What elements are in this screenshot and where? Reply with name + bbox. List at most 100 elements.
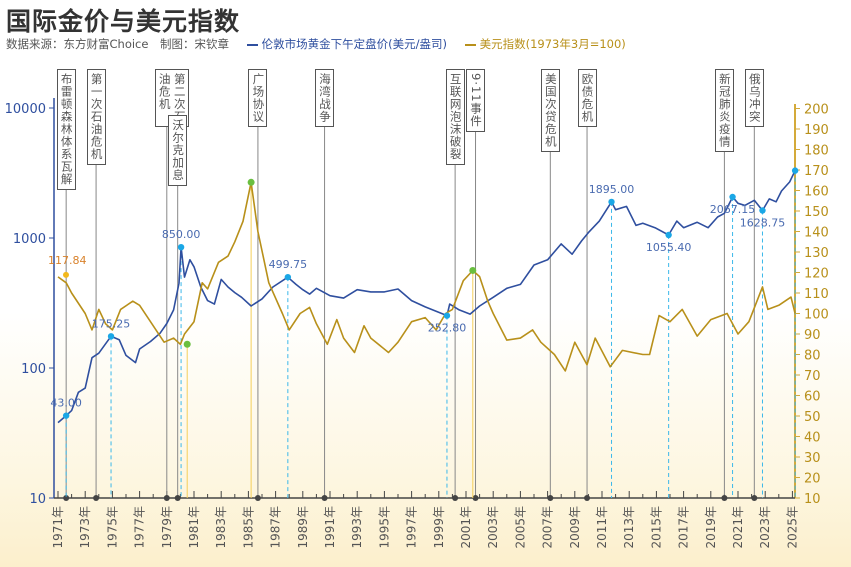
legend-dollar-label: 美元指数(1973年3月=100) — [479, 37, 626, 51]
gold-annotation-point — [608, 198, 615, 206]
event-dot — [174, 495, 181, 501]
left-tick-label: 100 — [21, 362, 46, 377]
right-tick-label: 180 — [804, 144, 829, 159]
gold-annotation-point — [729, 193, 736, 201]
dollar-marker-point — [469, 266, 477, 274]
x-tick-label: 1975年 — [105, 506, 119, 549]
dollar-start-label: 117.84 — [48, 254, 87, 267]
event-label: 俄乌冲突 — [744, 69, 764, 127]
x-tick-label: 1985年 — [241, 506, 255, 549]
event-dot — [63, 495, 70, 501]
x-tick-label: 1993年 — [350, 506, 364, 549]
x-tick-label: 1979年 — [160, 506, 174, 549]
x-tick-label: 2025年 — [785, 506, 799, 549]
right-tick-label: 50 — [804, 410, 821, 425]
x-tick-label: 1997年 — [405, 506, 419, 549]
x-tick-label: 1995年 — [377, 506, 391, 549]
event-label: 新冠肺炎疫情 — [714, 69, 734, 152]
x-tick-label: 2011年 — [595, 506, 609, 549]
x-tick-label: 2015年 — [649, 506, 663, 549]
x-tick-label: 1973年 — [78, 506, 92, 549]
x-tick-label: 2023年 — [758, 506, 772, 549]
x-tick-label: 2019年 — [704, 506, 718, 549]
x-tick-label: 2017年 — [677, 506, 691, 549]
gold-annotation-label: 1055.40 — [646, 241, 692, 254]
page-title: 国际金价与美元指数 — [6, 7, 241, 36]
right-tick-label: 30 — [804, 451, 821, 466]
event-label: 互联网泡沫破裂 — [445, 69, 465, 165]
right-tick-label: 90 — [804, 328, 821, 343]
right-tick-label: 60 — [804, 390, 821, 405]
gold-annotation-label: 252.80 — [428, 322, 467, 335]
event-dot — [721, 495, 728, 501]
legend-gold: 伦敦市场黄金下午定盘价(美元/盎司) — [246, 37, 447, 51]
dollar-start-point — [63, 271, 69, 278]
x-tick-label: 2013年 — [622, 506, 636, 549]
right-tick-label: 130 — [804, 246, 829, 261]
x-tick-label: 2005年 — [513, 506, 527, 549]
right-tick-label: 150 — [804, 205, 829, 220]
gold-annotation-point — [284, 273, 292, 281]
x-tick-label: 1987年 — [269, 506, 283, 549]
event-label: 布雷顿森林体系瓦解 — [56, 69, 76, 190]
right-tick-label: 100 — [804, 308, 829, 323]
event-dot — [584, 495, 591, 501]
gold-annotation-point — [665, 231, 672, 239]
gold-annotation-label: 1628.75 — [740, 216, 786, 229]
x-tick-label: 1981年 — [187, 506, 201, 549]
event-dot — [472, 495, 479, 501]
x-tick-label: 1991年 — [323, 506, 337, 549]
event-dot — [254, 495, 261, 501]
dollar-marker-point — [247, 178, 255, 186]
event-dot — [321, 495, 328, 501]
event-label: 沃尔克加息 — [168, 115, 188, 186]
x-tick-label: 1977年 — [133, 506, 147, 549]
event-dot — [93, 495, 100, 501]
event-label: 第一次石油危机 — [86, 69, 106, 165]
right-tick-label: 40 — [804, 431, 821, 446]
event-dot — [163, 495, 170, 501]
subtitle-row: 数据来源：东方财富Choice 制图：宋钦章 伦敦市场黄金下午定盘价(美元/盎司… — [6, 36, 626, 52]
gold-annotation-point — [62, 412, 70, 419]
left-tick-label: 10000 — [5, 102, 46, 117]
event-dot — [751, 495, 758, 501]
gold-annotation-point — [177, 243, 185, 251]
gold-annotation-point — [107, 333, 115, 340]
right-tick-label: 200 — [804, 103, 829, 118]
right-tick-label: 80 — [804, 349, 821, 364]
gold-annotation-point — [791, 167, 799, 174]
right-tick-label: 110 — [804, 287, 829, 302]
event-label: 海湾战争 — [315, 69, 335, 127]
source-note: 数据来源：东方财富Choice 制图：宋钦章 — [6, 37, 229, 51]
dollar-index-line — [57, 181, 796, 372]
legend-dollar: 美元指数(1973年3月=100) — [464, 37, 626, 51]
x-tick-label: 1989年 — [296, 506, 310, 549]
right-tick-label: 10 — [804, 492, 821, 507]
gold-annotation-label: 2067.15 — [710, 203, 756, 216]
event-dot — [547, 495, 554, 501]
event-label: 广场协议 — [248, 69, 268, 127]
right-tick-label: 190 — [804, 123, 829, 138]
gold-annotation-label: 850.00 — [162, 228, 201, 241]
right-tick-label: 120 — [804, 267, 829, 282]
dollar-marker-point — [183, 340, 191, 348]
event-label: 美国次贷危机 — [540, 69, 560, 152]
x-tick-label: 2009年 — [568, 506, 582, 549]
gold-annotation-label: 1895.00 — [589, 183, 635, 196]
legend-gold-label: 伦敦市场黄金下午定盘价(美元/盎司) — [261, 37, 447, 51]
right-tick-label: 160 — [804, 185, 829, 200]
x-tick-label: 2001年 — [459, 506, 473, 549]
left-tick-label: 10 — [29, 492, 46, 507]
left-tick-label: 1000 — [13, 232, 46, 247]
right-tick-label: 140 — [804, 226, 829, 241]
gold-annotation-label: 499.75 — [269, 258, 308, 271]
right-tick-label: 170 — [804, 164, 829, 179]
x-tick-label: 1971年 — [51, 506, 65, 549]
x-tick-label: 2021年 — [731, 506, 745, 549]
event-label: 9·11事件 — [466, 69, 486, 132]
x-tick-label: 1999年 — [432, 506, 446, 549]
gold-annotation-label: 43.00 — [50, 397, 82, 410]
x-tick-label: 1983年 — [214, 506, 228, 549]
event-label: 欧债危机 — [577, 69, 597, 127]
event-dot — [452, 495, 459, 501]
